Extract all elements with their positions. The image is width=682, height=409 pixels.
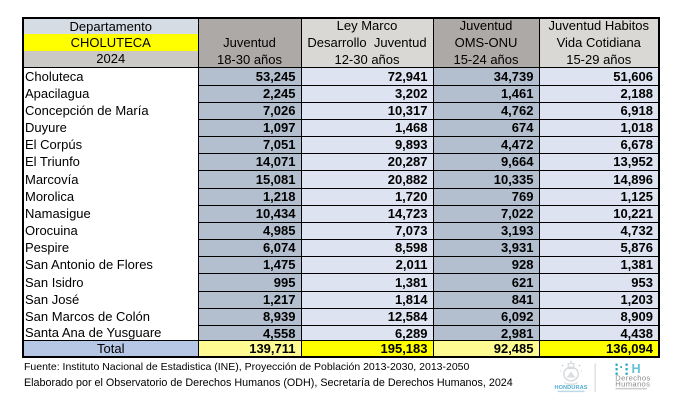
svg-text:HONDURAS: HONDURAS xyxy=(554,385,587,391)
svg-text:H: H xyxy=(632,362,641,376)
svg-text:Derechos: Derechos xyxy=(615,373,650,382)
svg-text:Humanos: Humanos xyxy=(615,379,650,388)
